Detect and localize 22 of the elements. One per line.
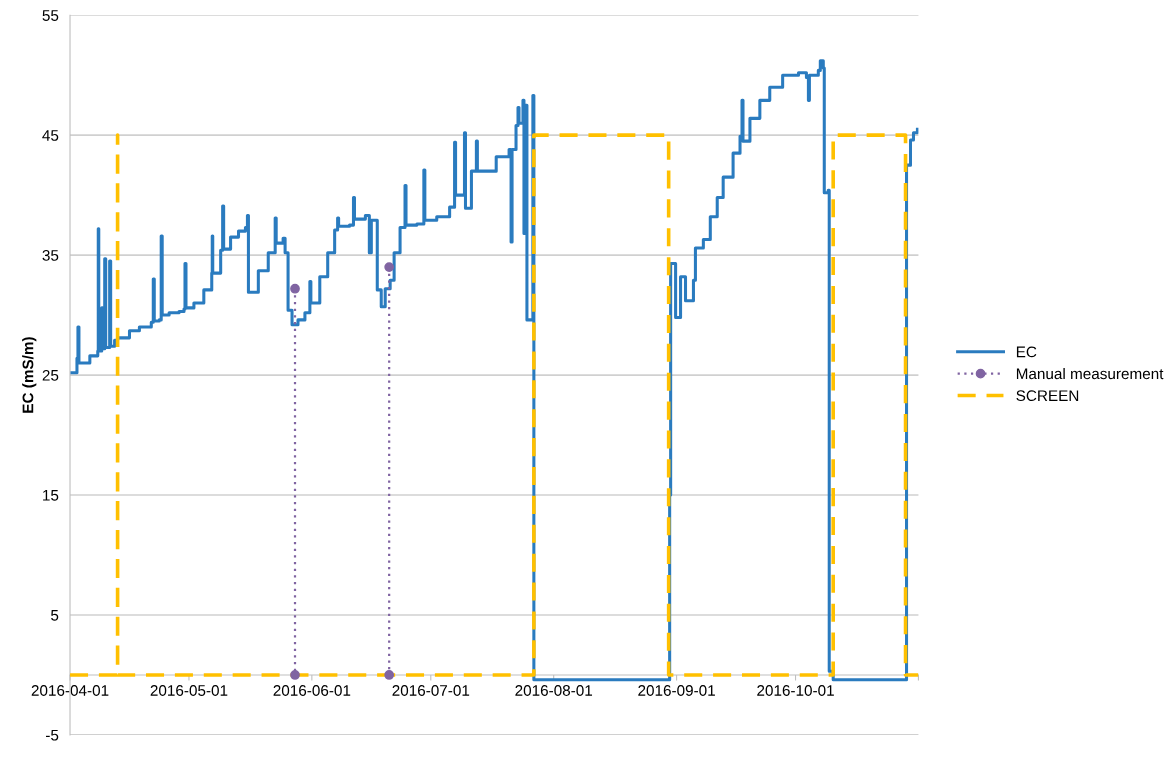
y-tick-label: 45: [42, 130, 59, 141]
y-tick-label: -5: [46, 729, 59, 741]
y-tick-label: 35: [42, 249, 59, 261]
legend-label: EC: [1016, 346, 1037, 358]
y-tick-label: 15: [43, 490, 59, 501]
point: [290, 283, 300, 294]
x-tick-label: 2016-07-01: [392, 685, 470, 696]
x-tick-label: 2016-06-01: [273, 685, 351, 696]
point: [290, 670, 300, 680]
x-tick-label: 2016-09-01: [638, 685, 715, 696]
x-tick-label: 2016-05-01: [150, 685, 228, 696]
point: [384, 670, 395, 680]
x-tick-label: 2016-08-01: [515, 685, 593, 696]
point: [384, 262, 395, 272]
y-tick-label: 5: [51, 609, 59, 621]
x-tick-label: 2016-10-01: [757, 685, 834, 696]
x-tick-label: 2016-04-01: [31, 685, 109, 696]
legend-label: SCREEN: [1016, 390, 1079, 402]
y-tick-label: 55: [42, 10, 59, 21]
y-axis-title: EC (mS/m): [22, 337, 37, 413]
legend-label: Manual measurement: [1016, 367, 1164, 380]
y-tick-label: 25: [42, 369, 59, 381]
